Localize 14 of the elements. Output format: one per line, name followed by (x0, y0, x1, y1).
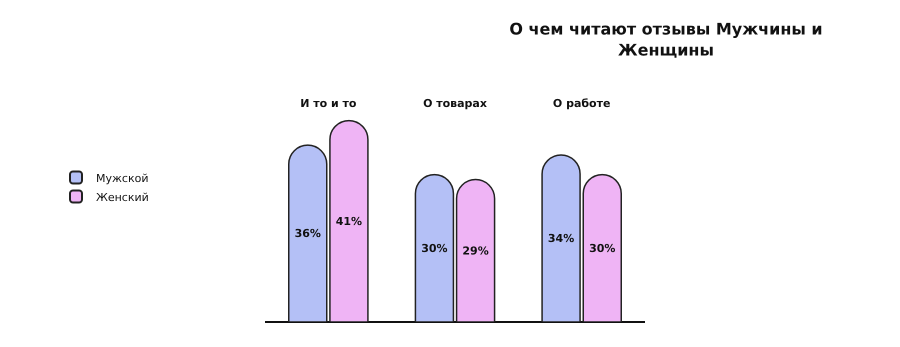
legend-label: Женский (96, 190, 149, 204)
data-label: 29% (462, 244, 489, 258)
x-tick-label: О работе (552, 96, 610, 110)
legend-label: Мужской (96, 172, 148, 185)
data-label: 41% (336, 214, 362, 228)
data-label: 36% (294, 227, 321, 240)
chart-title: О чем читают отзывы Мужчины и Женщины (509, 20, 823, 60)
x-tick-label: И то и то (300, 96, 357, 110)
x-tick-label: О товарах (423, 96, 487, 110)
data-label: 30% (589, 242, 616, 255)
bar (414, 174, 454, 322)
data-label: 34% (548, 232, 574, 245)
data-label: 30% (421, 242, 448, 255)
bar (456, 178, 496, 322)
